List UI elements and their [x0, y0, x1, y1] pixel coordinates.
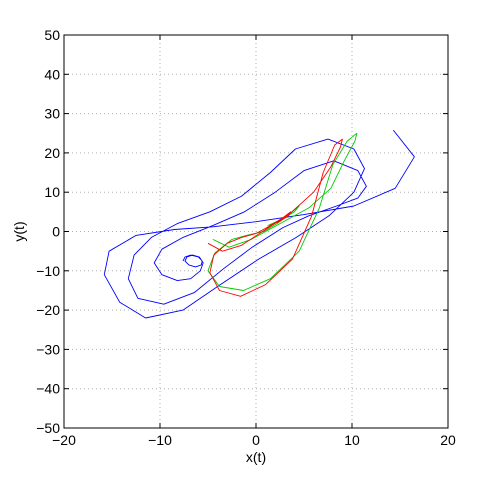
y-tick-label: −50: [36, 420, 60, 436]
x-tick-label: −10: [148, 432, 172, 448]
x-tick-label: 20: [440, 432, 456, 448]
x-axis-label: x(t): [246, 449, 266, 465]
y-tick-labels: −50 −40 −30 −20 −10 0 10 20 30 40 50: [36, 27, 60, 436]
y-tick-label: −40: [36, 381, 60, 397]
y-tick-label: −10: [36, 263, 60, 279]
x-tick-labels: −20 −10 0 10 20: [52, 432, 456, 448]
y-tick-label: 10: [44, 184, 60, 200]
x-tick-label: −20: [52, 432, 76, 448]
series-line-2: [207, 138, 343, 297]
y-tick-label: 40: [44, 66, 60, 82]
series-group: [103, 129, 415, 319]
y-tick-label: −20: [36, 302, 60, 318]
series-line-0: [103, 129, 415, 319]
ticks: [63, 34, 449, 429]
y-tick-label: 0: [52, 224, 60, 240]
x-tick-label: 10: [344, 432, 360, 448]
y-tick-label: −30: [36, 341, 60, 357]
y-tick-label: 20: [44, 145, 60, 161]
y-axis-label: y(t): [11, 221, 27, 241]
series-line-1: [207, 132, 358, 291]
y-tick-label: 50: [44, 27, 60, 43]
y-tick-label: 30: [44, 106, 60, 122]
x-tick-label: 0: [252, 432, 260, 448]
